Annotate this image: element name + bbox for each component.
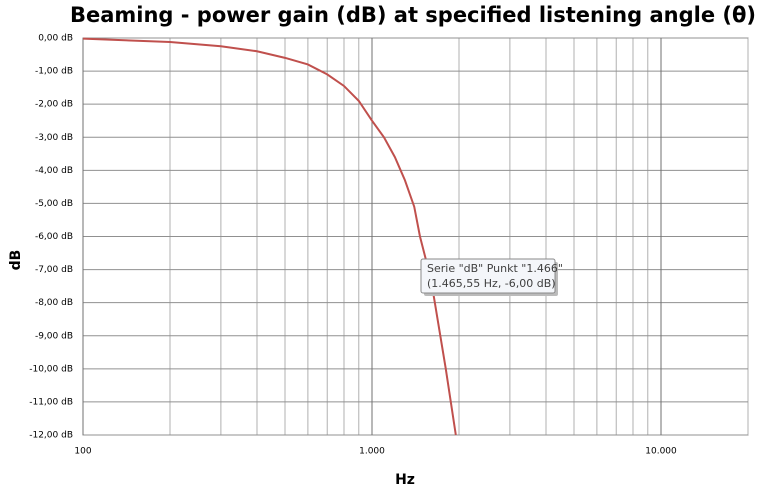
y-tick-label: -1,00 dB [35,67,73,77]
y-tick-label: -7,00 dB [35,265,73,275]
tooltip: Serie "dB" Punkt "1.466" (1.465,55 Hz, -6… [420,258,563,296]
y-tick-label: -11,00 dB [29,397,73,407]
y-tick-label: -8,00 dB [35,298,73,308]
x-tick-label: 100 [74,447,91,457]
y-tick-label: -4,00 dB [35,166,73,176]
y-tick-label: -10,00 dB [29,364,73,374]
tooltip-text: (1.465,55 Hz, -6,00 dB) [427,277,556,290]
y-tick-label: -2,00 dB [35,100,73,110]
y-tick-label: 0,00 dB [38,34,73,44]
y-tick-label: -6,00 dB [35,232,73,242]
x-tick-label: 1.000 [359,447,385,457]
y-tick-label: -5,00 dB [35,199,73,209]
y-tick-label: -9,00 dB [35,331,73,341]
x-axis-title: Hz [395,472,415,488]
line-series [82,37,457,436]
y-axis-title: dB [8,250,24,271]
tooltip-text: Serie "dB" Punkt "1.466" [427,262,563,275]
y-tick-label: -12,00 dB [29,431,73,441]
x-tick-label: 10.000 [645,447,677,457]
tooltip-box [420,258,556,294]
y-tick-label: -3,00 dB [35,133,73,143]
chart-title: Beaming - power gain (dB) at specified l… [70,3,756,27]
